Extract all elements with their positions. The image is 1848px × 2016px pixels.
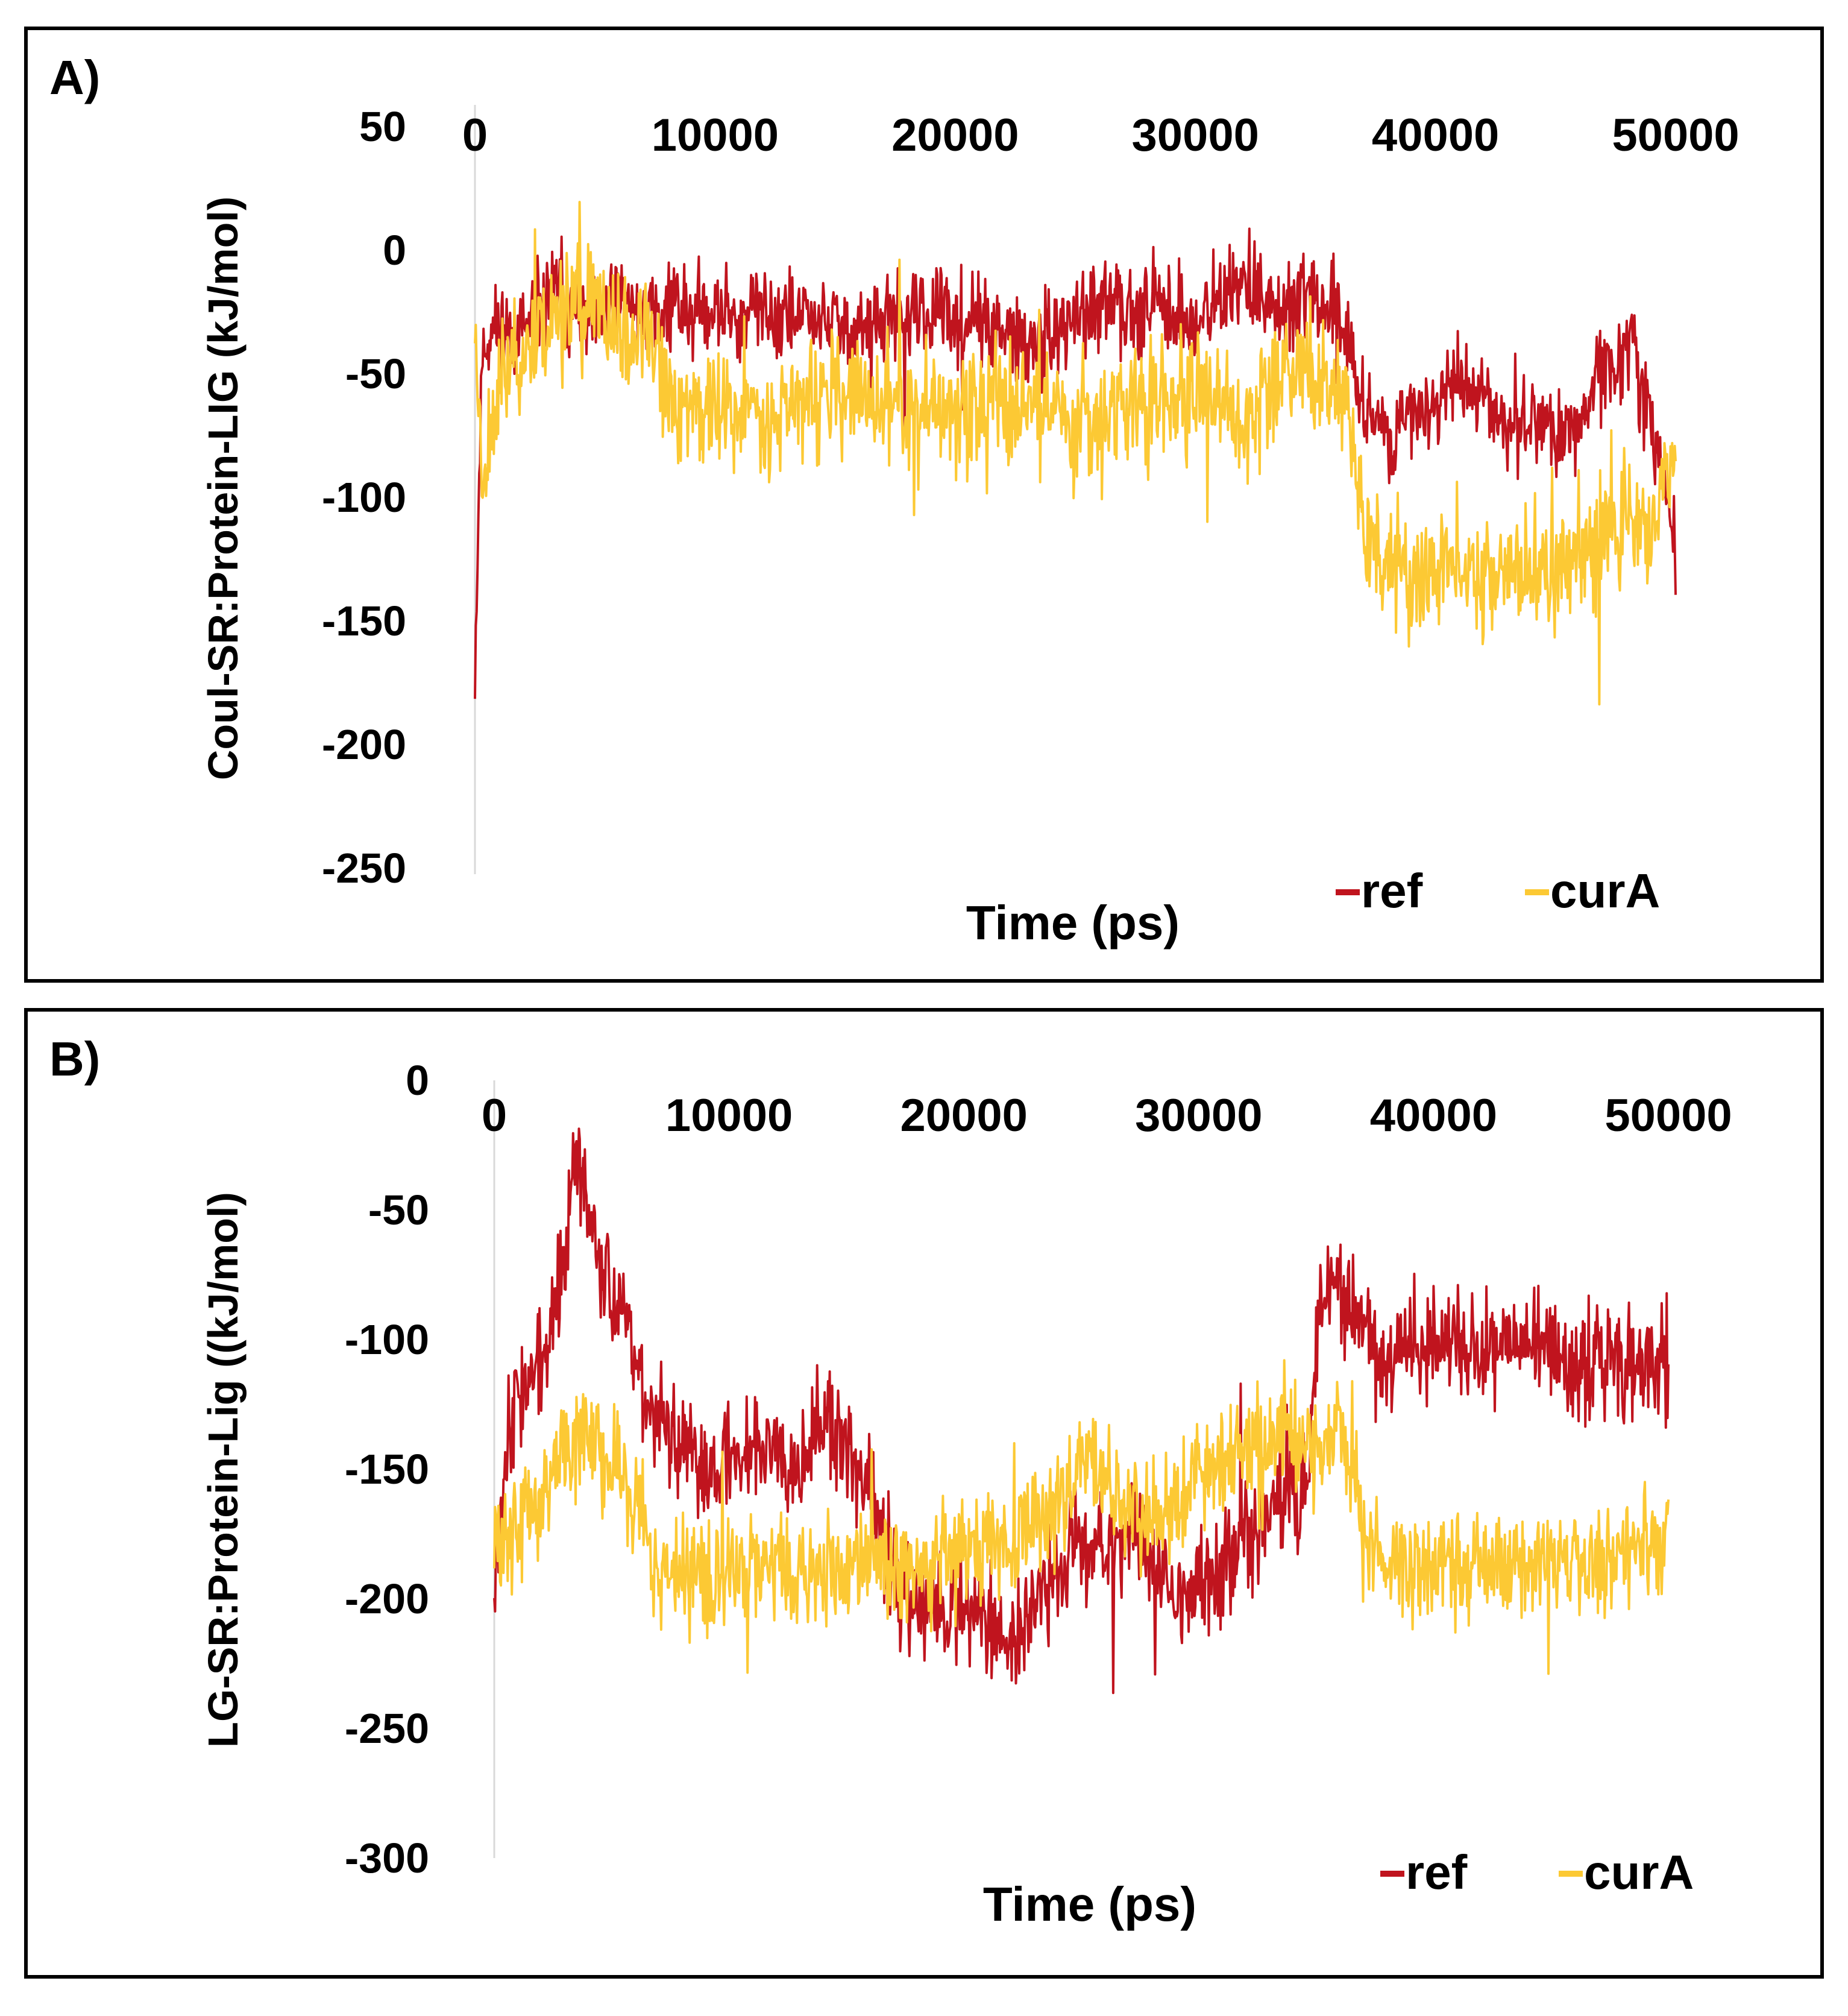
y-tick-label-b-2: -100: [345, 1316, 429, 1363]
x-axis-title-a: Time (ps): [966, 896, 1180, 950]
y-tick-label-a-4: -150: [322, 597, 406, 644]
panel-label-b: B): [49, 1032, 100, 1086]
legend-b: ref curA: [1380, 1845, 1694, 1899]
legend-label-ref-a: ref: [1361, 864, 1423, 918]
legend-label-ref-b: ref: [1406, 1845, 1468, 1899]
x-tick-label-a-1: 10000: [652, 110, 779, 161]
y-tick-label-b-5: -250: [345, 1705, 429, 1752]
y-ticks-a: 50 0 -50 -100 -150 -200 -250: [322, 103, 406, 892]
x-tick-label-a-0: 0: [462, 110, 488, 161]
legend-label-cura-b: curA: [1584, 1845, 1694, 1899]
x-tick-label-b-3: 30000: [1135, 1090, 1262, 1141]
x-tick-label-a-2: 20000: [891, 110, 1019, 161]
x-tick-label-b-0: 0: [482, 1090, 507, 1141]
y-tick-label-b-0: 0: [406, 1057, 429, 1104]
panel-b: B) LG-SR:Protein-Lig ((kJ/mol) Time (ps)…: [24, 1008, 1824, 1979]
chart-b: B) LG-SR:Protein-Lig ((kJ/mol) Time (ps)…: [49, 1032, 1732, 1931]
x-tick-label-b-5: 50000: [1604, 1090, 1732, 1141]
y-axis-title-b: LG-SR:Protein-Lig ((kJ/mol): [200, 1192, 247, 1748]
y-tick-label-a-3: -100: [322, 474, 406, 521]
x-ticks-a: 0 10000 20000 30000 40000 50000: [462, 110, 1740, 161]
y-tick-label-a-6: -250: [322, 845, 406, 892]
series-line-ref-a: [474, 227, 1677, 699]
y-tick-label-b-6: -300: [345, 1835, 429, 1882]
series-line-cura-a: [474, 201, 1677, 706]
x-tick-label-b-1: 10000: [665, 1090, 793, 1141]
y-axis-title-a: Coul-SR:Protein-LIG (kJ/mol): [200, 197, 247, 780]
y-tick-label-a-2: -50: [345, 350, 406, 397]
x-tick-label-a-3: 30000: [1132, 110, 1259, 161]
x-axis-title-b: Time (ps): [983, 1877, 1196, 1931]
series-a: [474, 201, 1677, 706]
x-tick-label-a-4: 40000: [1372, 110, 1499, 161]
series-line-cura-b: [493, 1359, 1670, 1675]
x-tick-label-b-4: 40000: [1370, 1090, 1497, 1141]
x-ticks-b: 0 10000 20000 30000 40000 50000: [482, 1090, 1732, 1141]
y-tick-label-a-1: 0: [383, 227, 406, 274]
y-tick-label-b-3: -150: [345, 1446, 429, 1493]
legend-label-cura-a: curA: [1550, 864, 1660, 918]
y-tick-label-b-1: -50: [368, 1186, 429, 1233]
y-ticks-b: 0 -50 -100 -150 -200 -250 -300: [345, 1057, 429, 1882]
series-b: [493, 1127, 1670, 1695]
x-tick-label-a-5: 50000: [1612, 110, 1739, 161]
series-line-ref-b: [493, 1127, 1670, 1695]
legend-a: ref curA: [1336, 864, 1660, 918]
x-tick-label-b-2: 20000: [900, 1090, 1028, 1141]
y-tick-label-a-5: -200: [322, 721, 406, 768]
chart-a: A) Coul-SR:Protein-LIG (kJ/mol) Time (ps…: [49, 51, 1740, 950]
panel-a: A) Coul-SR:Protein-LIG (kJ/mol) Time (ps…: [24, 27, 1824, 983]
panel-label-a: A): [49, 51, 100, 104]
y-tick-label-b-4: -200: [345, 1575, 429, 1622]
y-tick-label-a-0: 50: [359, 103, 406, 150]
